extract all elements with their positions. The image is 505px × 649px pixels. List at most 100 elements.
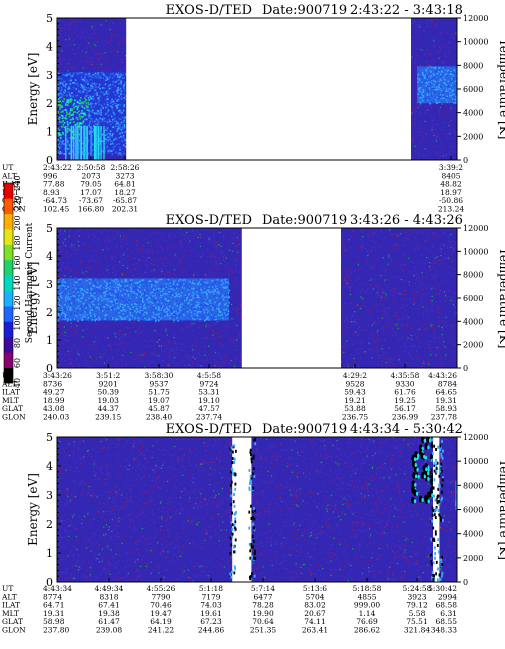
speckle [386,245,388,247]
speckle [424,113,426,115]
band-pixel [75,72,78,74]
speckle [157,341,159,343]
speckle [234,231,236,233]
row-value: 18.97 [440,188,462,197]
speckle [114,275,116,277]
speckle [108,248,110,250]
speckle [169,261,171,263]
speckle [105,35,107,37]
band-pixel [81,110,83,112]
band-streak [83,125,85,160]
speckle [127,271,129,273]
speckle [419,346,421,348]
band-pixel [90,106,93,109]
speckle [236,237,238,239]
speckle [426,19,429,21]
speckle [106,59,108,61]
speckle [101,231,103,233]
band-pixel [442,91,444,94]
speckle [193,349,195,351]
speckle [451,145,453,147]
speckle [406,324,409,326]
speckle [63,21,65,23]
speckle [447,51,450,53]
band-pixel [430,85,432,87]
band-pixel [73,137,76,139]
band-pixel [419,75,421,78]
speckle [450,107,452,109]
band-pixel [58,98,60,100]
band-pixel [119,127,121,129]
speckle [351,314,353,316]
band-pixel [67,91,70,94]
band-pixel [120,98,123,100]
band-pixel [69,122,71,124]
speckle [396,312,398,314]
band-pixel [81,151,84,153]
speckle [343,244,345,246]
speckle [420,64,422,66]
band-pixel [69,130,71,132]
speckle [57,36,59,39]
speckle [433,46,435,48]
speckle [192,356,194,358]
speckle [136,273,138,275]
band-pixel [425,75,428,77]
band-pixel [66,148,69,150]
band-pixel [430,74,433,77]
speckle [413,20,416,22]
speckle [82,336,84,338]
band-pixel [62,84,65,86]
band-pixel [442,76,445,79]
band-pixel [442,67,444,69]
band-pixel [62,140,64,142]
speckle [77,325,79,327]
speckle [391,359,393,361]
speckle [97,57,100,59]
band-pixel [107,132,110,134]
band-pixel [453,90,456,93]
band-pixel [88,114,90,117]
band-pixel [76,111,79,114]
band-pixel [455,82,457,84]
speckle [434,37,436,39]
band-pixel [439,69,441,71]
band-pixel [66,104,69,106]
row-value: -50.86 [439,196,463,205]
band-pixel [87,102,89,104]
band-pixel [98,104,101,106]
band-pixel [418,79,421,81]
band-pixel [108,76,111,79]
band-pixel [92,95,94,98]
speckle [74,20,76,22]
speckle [448,290,450,292]
band-pixel [86,109,89,111]
band-pixel [426,94,429,96]
speckle [405,339,407,342]
band-pixel [453,78,455,81]
speckle [344,331,346,333]
band-pixel [422,73,424,75]
band-pixel [82,120,85,123]
speckle [439,301,441,303]
band-pixel [106,103,109,106]
speckle [350,354,353,356]
band-pixel [448,94,451,97]
band-pixel [69,95,72,97]
speckle [433,232,435,234]
band-pixel [442,100,444,102]
speckle [439,151,441,153]
band-pixel [104,137,106,139]
band-pixel [442,96,444,98]
band-pixel [64,91,67,93]
band-pixel [93,99,95,101]
speckle [443,325,445,327]
speckle [94,249,96,251]
band-pixel [445,90,447,92]
band-pixel [91,118,93,120]
band-pixel [417,74,419,76]
speckle [455,32,457,34]
speckle [166,268,168,270]
band-pixel [91,149,94,152]
band-pixel [70,114,73,116]
